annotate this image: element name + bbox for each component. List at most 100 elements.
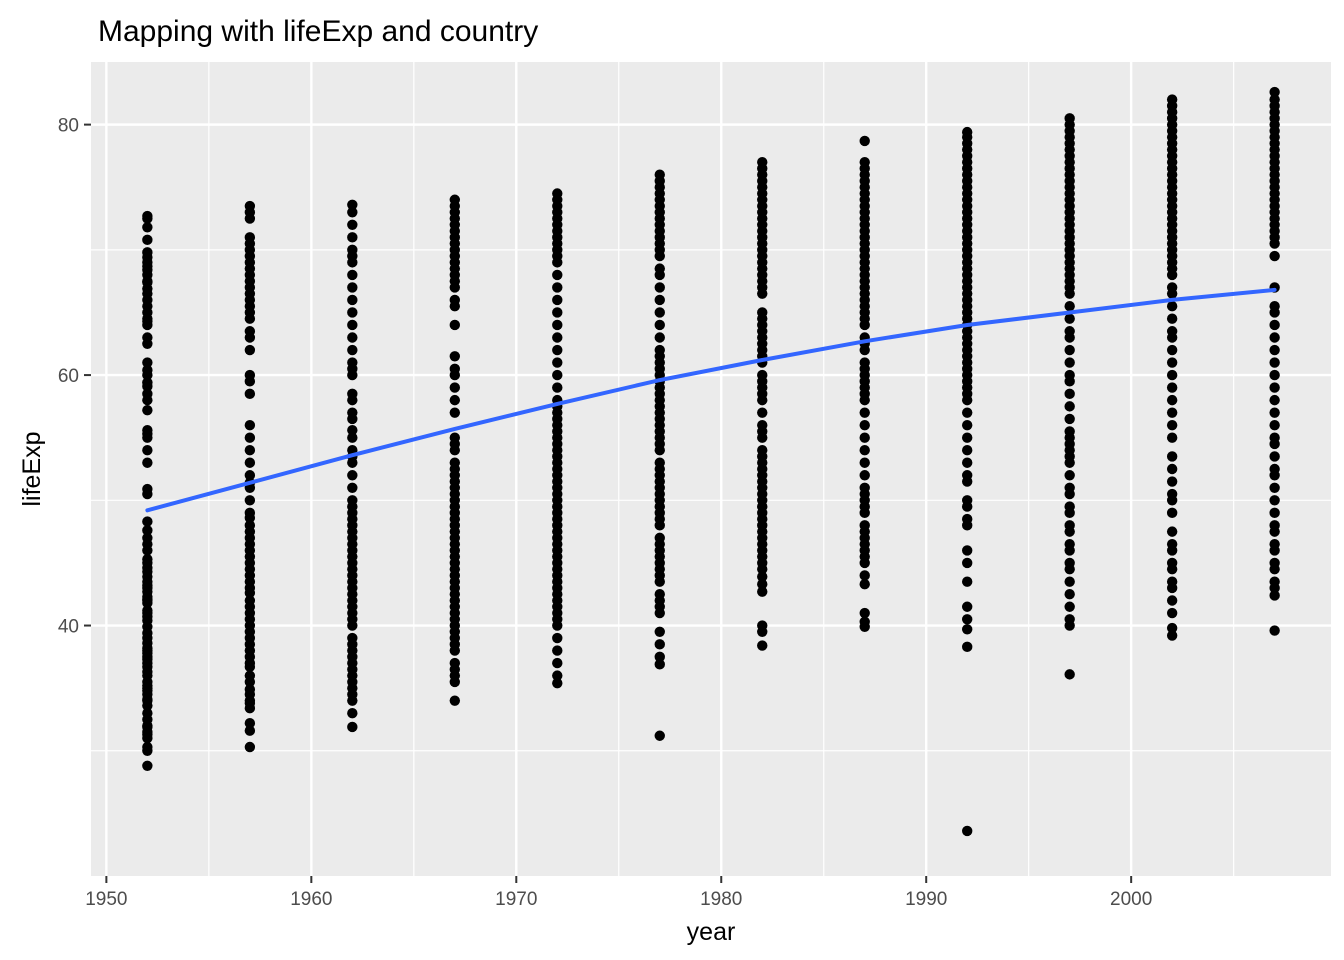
data-point [142,760,153,771]
data-point [552,632,563,644]
data-point [347,344,358,356]
data-point [1166,94,1178,105]
data-point [1166,451,1178,462]
data-point [552,657,563,669]
data-point [244,470,256,481]
data-point [449,695,461,706]
data-point [757,369,768,381]
data-point [347,482,358,493]
data-point [244,520,256,531]
data-point [347,424,358,436]
data-point [757,571,768,582]
data-point [244,388,256,400]
data-point [654,651,665,663]
data-point [1269,507,1280,519]
data-point [1269,319,1280,331]
data-point [961,513,973,525]
data-point [347,432,358,443]
data-point [1064,520,1075,531]
data-point [449,194,461,205]
data-point [961,432,973,443]
data-point [1166,282,1178,293]
data-point [244,725,256,736]
data-point [142,377,153,388]
data-point [347,269,358,281]
data-point [449,457,461,468]
data-point [142,364,153,376]
data-point [142,247,153,258]
data-point [552,332,563,343]
data-point [1166,313,1178,324]
data-point [1269,407,1280,418]
data-point [654,307,665,318]
x-tick-label: 2000 [1110,889,1152,910]
data-point [859,616,870,627]
data-point [552,645,563,656]
data-point [347,388,358,400]
data-point [142,234,153,246]
data-point [1166,407,1178,418]
data-point [757,579,768,590]
major-gridlines [91,62,1331,876]
data-point [1166,463,1178,475]
data-point [142,532,153,544]
y-tick-label: 80 [58,116,79,137]
data-point [1269,357,1280,368]
data-point [449,432,461,443]
data-point [961,601,973,612]
data-point [859,607,870,619]
x-tick-label: 1950 [85,889,127,910]
data-point [244,232,256,243]
data-point [1166,394,1178,406]
data-point [142,741,153,753]
data-point [1064,589,1075,600]
data-point [244,419,256,431]
smooth-trend-line [145,287,1277,513]
minor-gridlines [91,62,1331,876]
data-point [1064,614,1075,625]
data-point [142,457,153,468]
data-point [1269,463,1280,475]
data-point [654,532,665,544]
data-point [244,718,256,729]
data-point [142,357,153,368]
data-point [552,369,563,381]
data-point [1064,601,1075,612]
data-point [1166,576,1178,587]
data-point [347,632,358,644]
data-point [552,188,563,199]
data-point [244,495,256,506]
data-point [961,445,973,456]
data-point [347,495,358,506]
data-point [347,307,358,318]
data-point [1269,250,1280,262]
data-point [859,357,870,368]
data-point [449,294,461,306]
data-point [654,639,665,650]
data-point [244,445,256,456]
data-point [142,708,153,719]
data-point [654,626,665,637]
data-point [1269,332,1280,343]
data-point [961,614,973,625]
data-point [1166,357,1178,368]
y-axis-title: lifeExp [18,431,46,506]
data-point [1166,557,1178,569]
data-point [347,294,358,306]
data-point [1064,113,1075,124]
data-point [142,445,153,456]
data-point [347,470,358,481]
data-point [757,445,768,456]
data-point [654,589,665,600]
data-point [961,457,973,468]
data-point [449,382,461,393]
data-point [244,326,256,337]
data-point [142,210,153,222]
data-point [654,332,665,343]
chart-title: Mapping with lifeExp and country [98,15,538,48]
data-point [1064,401,1075,412]
data-point [1269,369,1280,381]
data-point [654,344,665,356]
data-point [961,557,973,569]
